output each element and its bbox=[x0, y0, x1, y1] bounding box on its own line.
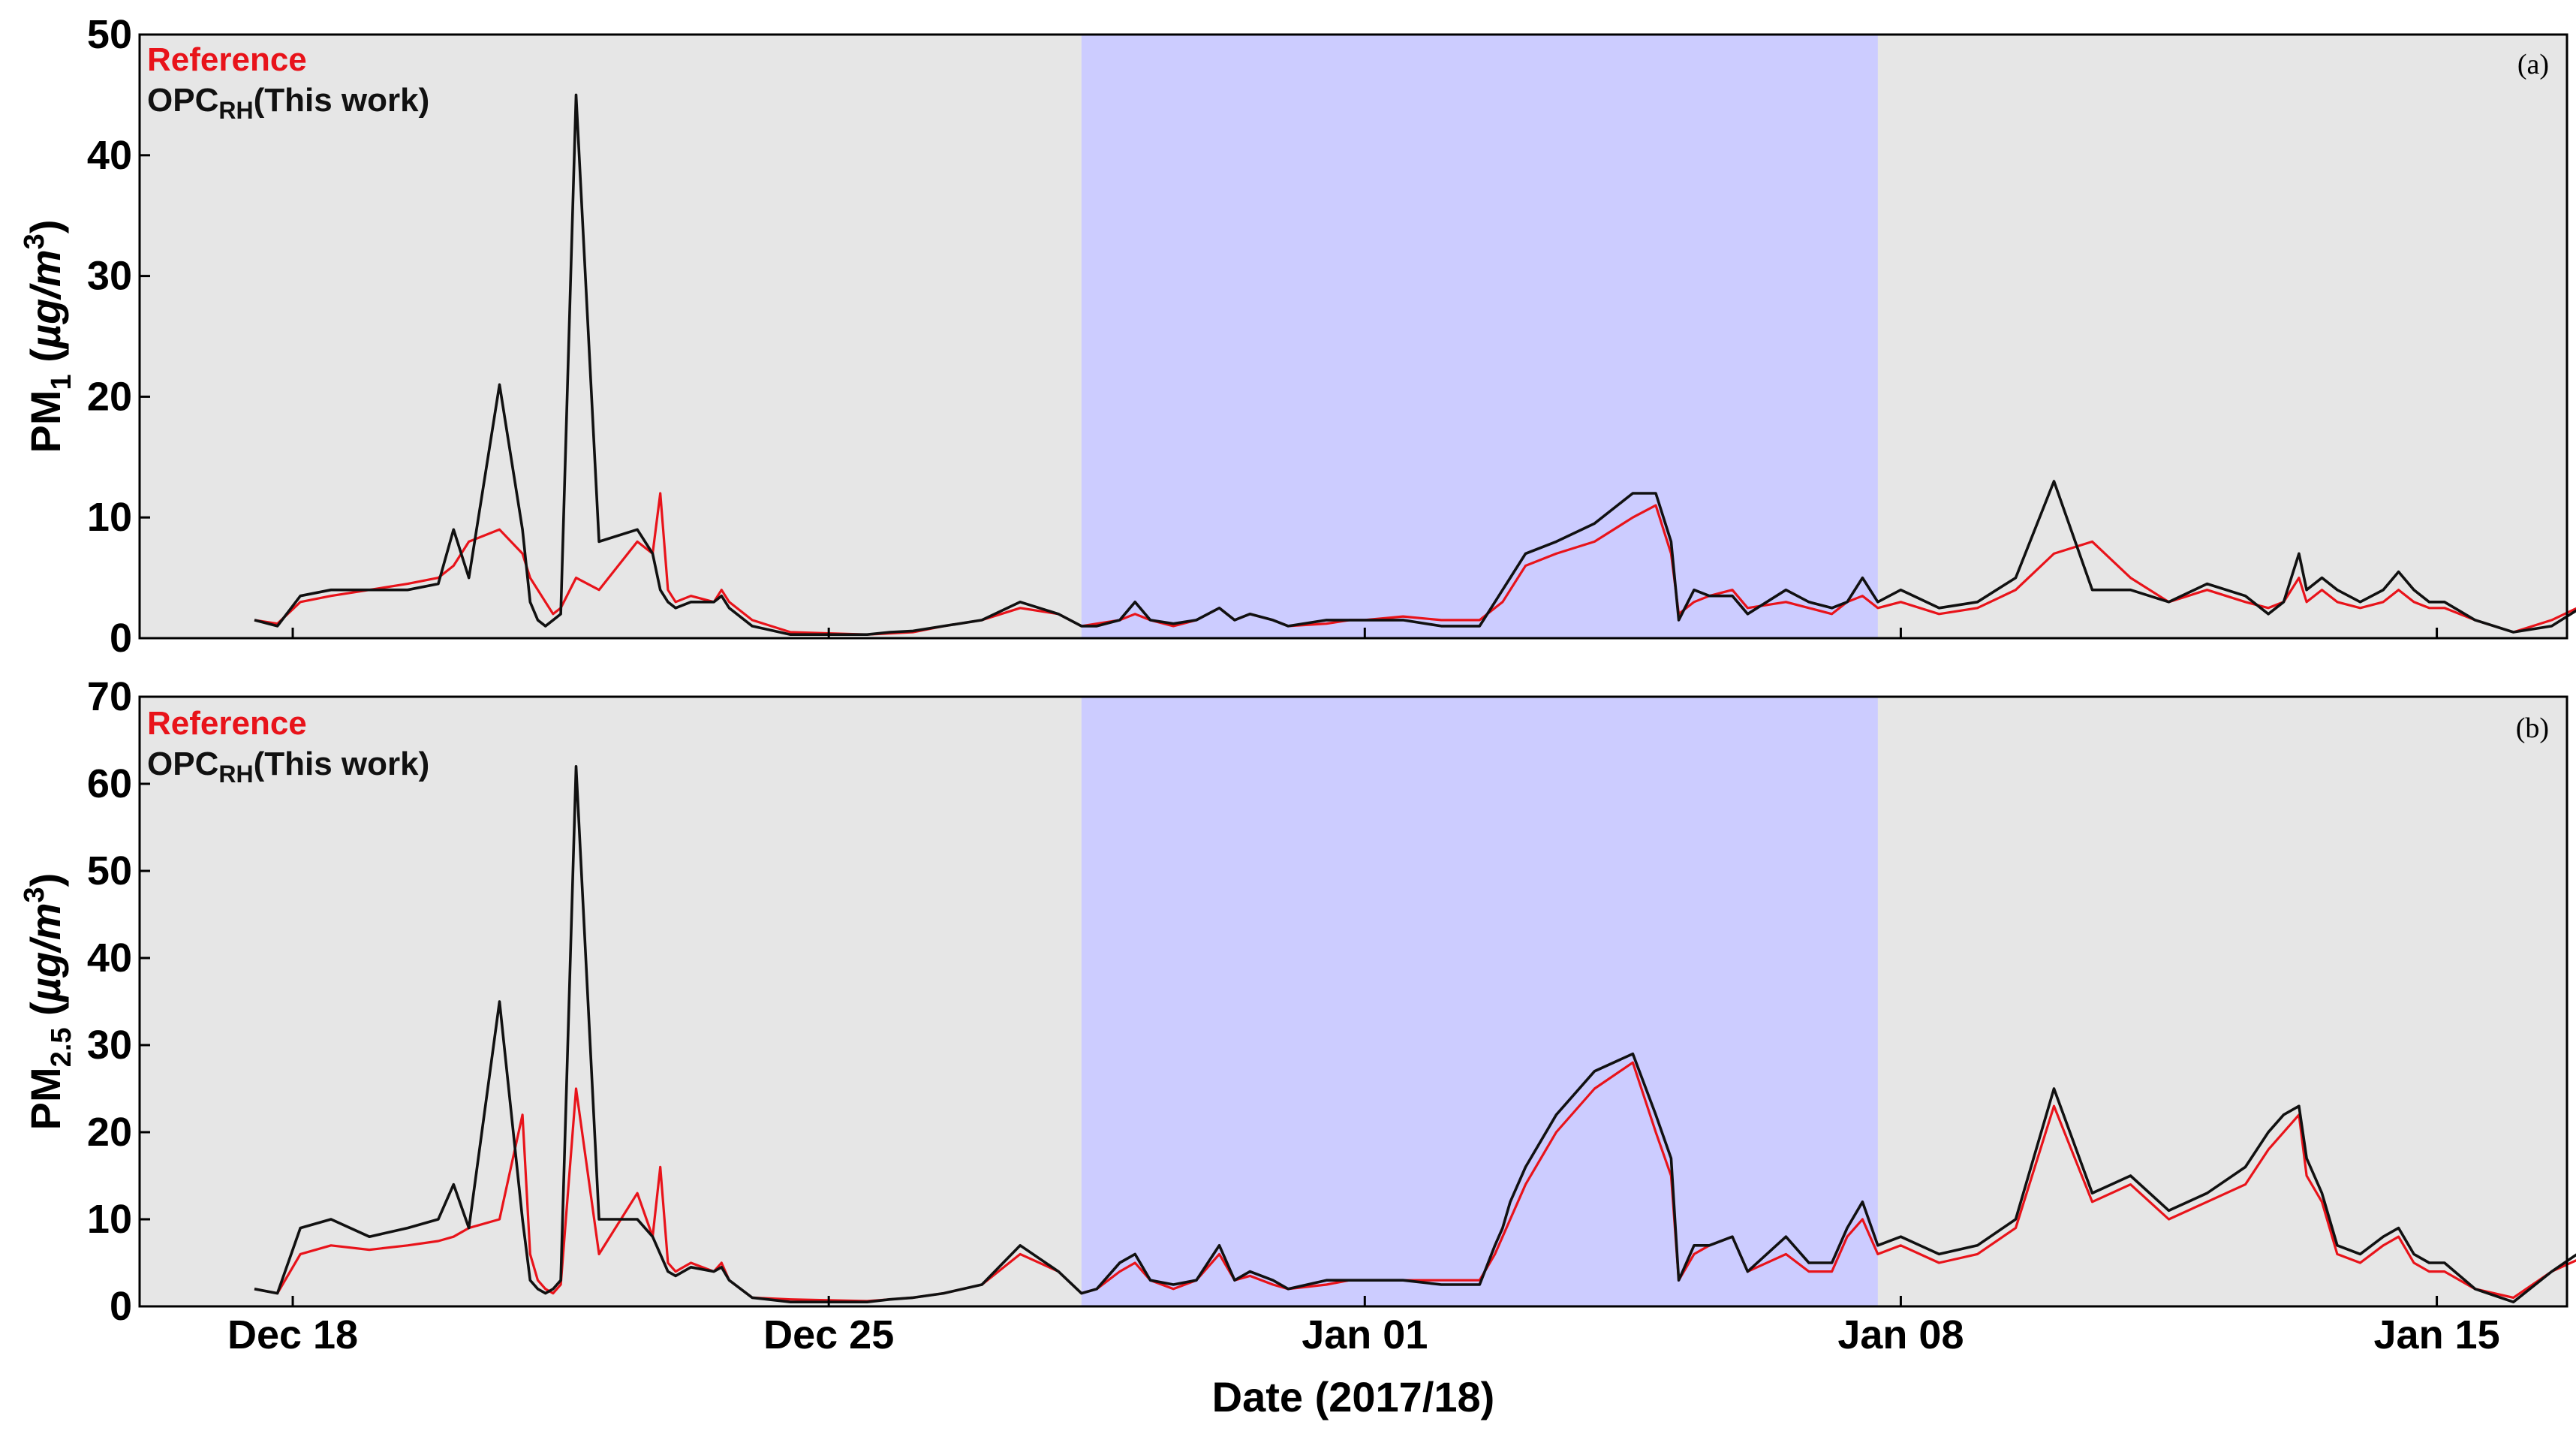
y-axis-label-b: PM2.5 (µg/m3) bbox=[19, 873, 77, 1131]
plot-frame-a bbox=[138, 33, 2568, 640]
series-line-reference-a bbox=[254, 492, 2576, 636]
y-tick-label-a: 20 bbox=[87, 374, 132, 419]
x-axis-label: Date (2017/18) bbox=[1212, 1373, 1495, 1420]
y-ticks-b: 0 10 20 30 40 50 60 70 bbox=[87, 674, 150, 1329]
series-group-b bbox=[254, 764, 2576, 1303]
legend-reference-b: Reference bbox=[147, 705, 307, 742]
y-tick-label-b: 50 bbox=[87, 848, 132, 893]
shaded-period-b bbox=[1081, 697, 1878, 1306]
y-tick-label-a: 40 bbox=[87, 133, 132, 178]
x-tick-label: Jan 08 bbox=[1837, 1312, 1964, 1357]
y-tick-label-b: 0 bbox=[110, 1284, 132, 1329]
legend-reference-a: Reference bbox=[147, 41, 307, 78]
x-tick-label: Dec 25 bbox=[763, 1312, 894, 1357]
legend-opc-a: OPCRH(This work) bbox=[147, 82, 429, 124]
y-tick-label-a: 0 bbox=[110, 616, 132, 661]
panel-label-a: (a) bbox=[2517, 49, 2549, 80]
x-tick-label: Jan 15 bbox=[2374, 1312, 2500, 1357]
x-tick-label: Jan 01 bbox=[1302, 1312, 1428, 1357]
series-group-a bbox=[254, 93, 2576, 637]
x-ticks: Dec 18 Dec 25 Jan 01 Jan 08 Jan 15 bbox=[227, 628, 2500, 1357]
y-tick-label-b: 20 bbox=[87, 1110, 132, 1155]
y-tick-label-a: 30 bbox=[87, 254, 132, 299]
y-tick-label-b: 40 bbox=[87, 935, 132, 981]
series-line-opc-rh-a bbox=[254, 93, 2576, 637]
panel-a: 0 10 20 30 40 50 Reference OPCRH(This work) (… bbox=[19, 12, 2576, 661]
y-axis-label-a: PM1 (µg/m3) bbox=[19, 220, 77, 453]
series-line-opc-rh-b bbox=[254, 764, 2576, 1303]
y-tick-label-b: 30 bbox=[87, 1023, 132, 1068]
plot-frame-b bbox=[138, 695, 2568, 1308]
y-tick-label-b: 60 bbox=[87, 761, 132, 806]
legend-opc-b: OPCRH(This work) bbox=[147, 746, 429, 788]
panel-b: 0 10 20 30 40 50 60 70 Reference OPCRH(This wor… bbox=[19, 674, 2576, 1329]
y-tick-label-a: 10 bbox=[87, 495, 132, 540]
y-ticks-a: 0 10 20 30 40 50 bbox=[87, 12, 150, 661]
y-tick-label-b: 10 bbox=[87, 1197, 132, 1242]
y-tick-label-a: 50 bbox=[87, 12, 132, 57]
y-tick-label-b: 70 bbox=[87, 674, 132, 719]
panel-label-b: (b) bbox=[2516, 712, 2549, 744]
shaded-period-a bbox=[1081, 35, 1878, 638]
x-tick-label: Dec 18 bbox=[227, 1312, 358, 1357]
